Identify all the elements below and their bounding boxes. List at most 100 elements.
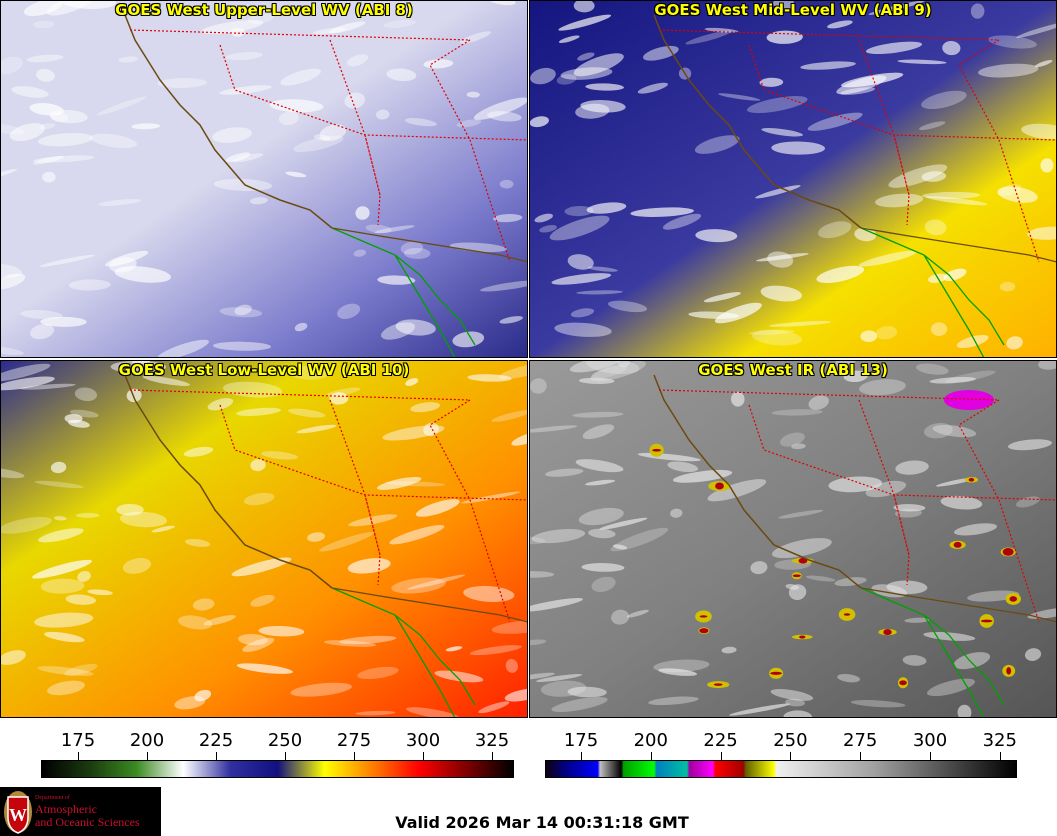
cloud-feature: [157, 77, 208, 88]
cloud-feature: [558, 35, 580, 43]
cloud-feature: [954, 523, 997, 536]
cloud-feature: [37, 132, 93, 147]
cloud-feature: [238, 633, 268, 646]
panel-title: GOES West IR (ABI 13): [698, 361, 888, 379]
cloud-feature: [491, 410, 528, 422]
state-borders: [658, 389, 1057, 623]
cold-cloud-top: [792, 574, 801, 578]
cloud-feature: [875, 326, 898, 340]
cloud-feature: [1007, 439, 1053, 451]
cloud-feature: [34, 612, 94, 628]
cloud-feature: [923, 423, 953, 439]
colorbar-tick: [216, 752, 217, 760]
cloud-feature: [119, 511, 168, 528]
mexico-coastline: [860, 587, 1005, 718]
cloud-feature: [0, 376, 55, 391]
cloud-feature: [688, 311, 740, 319]
state-borders: [658, 29, 1057, 263]
cloud-feature: [269, 99, 324, 113]
aos-logo: W Department of Atmospheric and Oceanic …: [0, 787, 161, 836]
cloud-feature: [452, 331, 485, 348]
cloud-feature: [236, 663, 293, 674]
cold-cloud-top: [944, 390, 994, 410]
cloud-feature: [23, 0, 63, 17]
cloud-feature: [558, 14, 612, 31]
cloud-feature: [707, 479, 767, 502]
cloud-feature: [755, 253, 809, 262]
colorbar-tick-label: 225: [198, 730, 234, 751]
cloud-feature: [581, 563, 625, 572]
imagery-background: [0, 360, 528, 718]
cloud-feature: [328, 21, 366, 34]
cloud-feature: [816, 265, 865, 283]
cloud-feature: [348, 514, 398, 527]
cloud-feature: [800, 61, 856, 70]
cloud-feature: [26, 54, 64, 63]
cloud-feature: [460, 491, 521, 504]
cloud-feature: [808, 395, 829, 410]
cloud-feature: [940, 495, 983, 510]
cold-cloud-top: [699, 628, 709, 634]
cloud-feature: [567, 686, 607, 698]
cloud-feature: [404, 247, 431, 259]
cloud-feature: [534, 213, 553, 223]
cloud-feature: [231, 557, 292, 577]
state-borders: [129, 29, 528, 263]
cloud-feature: [201, 20, 264, 34]
cloud-feature: [177, 615, 213, 630]
cloud-feature: [68, 279, 111, 291]
cloud-feature: [607, 300, 648, 313]
cloud-feature: [39, 123, 56, 130]
cloud-feature: [904, 617, 930, 623]
cloud-feature: [406, 707, 460, 718]
cloud-feature: [280, 68, 322, 86]
cloud-feature: [480, 280, 528, 292]
cloud-feature: [662, 213, 702, 230]
cloud-feature: [260, 451, 299, 460]
cold-cloud-top: [1009, 596, 1018, 602]
cloud-feature: [599, 517, 648, 530]
cloud-feature: [658, 668, 698, 676]
cold-cloud-top: [799, 635, 806, 639]
satellite-image: [529, 0, 1057, 358]
cloud-feature: [466, 91, 480, 98]
cloud-feature: [374, 225, 415, 234]
cloud-feature: [0, 363, 51, 382]
cold-cloud-top: [1006, 667, 1012, 675]
cloud-feature: [32, 155, 64, 165]
cloud-feature: [491, 620, 528, 634]
colorbar-tick-label: 275: [336, 730, 372, 751]
cloud-feature: [11, 86, 49, 98]
cloud-feature: [865, 41, 923, 55]
colorbar-tick-label: 325: [982, 730, 1017, 751]
cloud-feature: [610, 527, 669, 552]
colorbar-tick-label: 200: [129, 730, 165, 751]
cloud-feature: [997, 186, 1038, 203]
cloud-feature: [236, 407, 281, 416]
cloud-feature: [493, 214, 523, 223]
cloud-feature: [570, 308, 595, 318]
state-borders: [129, 389, 528, 623]
cloud-feature: [225, 152, 251, 163]
cloud-feature: [20, 383, 76, 390]
cloud-feature: [74, 387, 98, 402]
mexico-coastline: [860, 227, 1005, 358]
colorbar-tick: [650, 752, 652, 760]
cloud-feature: [611, 609, 630, 625]
colorbar-tick-label: 250: [267, 730, 303, 751]
logo-line-1: Department of: [35, 795, 70, 801]
cloud-feature: [383, 19, 416, 28]
cloud-feature: [118, 56, 138, 63]
cloud-feature: [183, 446, 214, 457]
mexico-coastline: [331, 587, 476, 718]
cloud-feature: [551, 697, 608, 712]
cloud-feature: [841, 72, 904, 88]
cloud-feature: [32, 20, 55, 29]
cloud-feature: [843, 370, 868, 383]
cloud-feature: [232, 153, 264, 163]
cloud-feature: [771, 141, 826, 155]
cloud-feature: [902, 655, 927, 666]
cloud-feature: [694, 135, 740, 154]
cloud-feature: [285, 171, 307, 178]
cold-cloud-top: [652, 448, 662, 452]
